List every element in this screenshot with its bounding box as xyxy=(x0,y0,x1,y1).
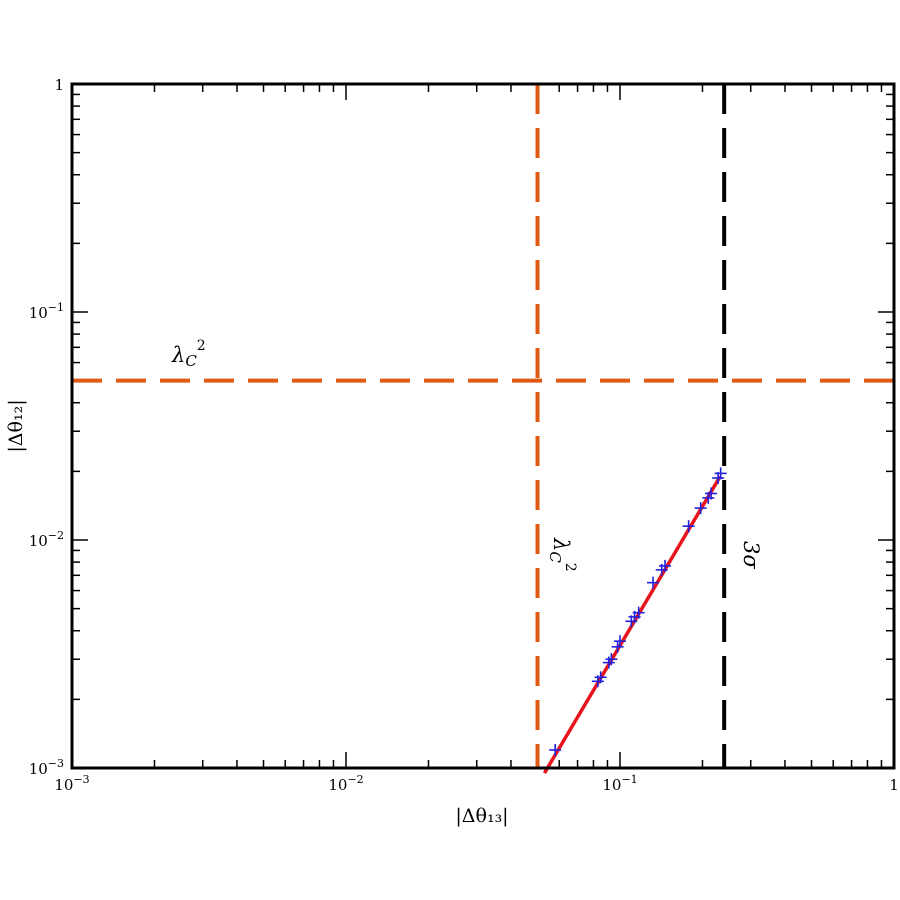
data-point xyxy=(605,653,618,666)
data-point xyxy=(614,635,626,648)
data-point xyxy=(682,520,695,533)
lambda-c-squared-horizontal-label: λC2 xyxy=(171,338,206,370)
three-sigma-label: 3σ xyxy=(739,541,763,569)
series-layer xyxy=(542,467,727,774)
x-tick-label: 10−3 xyxy=(54,773,89,794)
plot-frame xyxy=(70,82,896,770)
tick-labels: 10−3 10−2 10−1 1 10−3 10−2 10−1 1 xyxy=(29,76,899,794)
data-point xyxy=(611,640,624,653)
data-point xyxy=(632,606,645,619)
x-tick-label: 10−1 xyxy=(602,773,637,794)
reference-lines xyxy=(72,84,894,768)
y-tick-label: 10−3 xyxy=(29,757,64,778)
x-tick-label: 1 xyxy=(889,776,899,794)
ticks-layer xyxy=(71,84,894,769)
data-point xyxy=(549,743,562,756)
data-point xyxy=(694,502,707,515)
y-tick-label: 10−1 xyxy=(29,301,64,322)
y-tick-label: 10−2 xyxy=(29,529,64,550)
y-axis-label: |Δθ₁₂| xyxy=(5,399,27,452)
x-tick-label: 10−2 xyxy=(328,773,363,794)
lambda-c-squared-vertical-label: λC2 xyxy=(546,537,578,572)
y-tick-label: 1 xyxy=(54,76,64,94)
data-point xyxy=(705,487,718,500)
data-point xyxy=(647,576,660,589)
x-axis-label: |Δθ₁₃| xyxy=(455,805,508,827)
data-point xyxy=(714,467,727,480)
data-point xyxy=(594,671,607,684)
fit-line xyxy=(542,475,722,774)
data-point xyxy=(659,559,672,572)
